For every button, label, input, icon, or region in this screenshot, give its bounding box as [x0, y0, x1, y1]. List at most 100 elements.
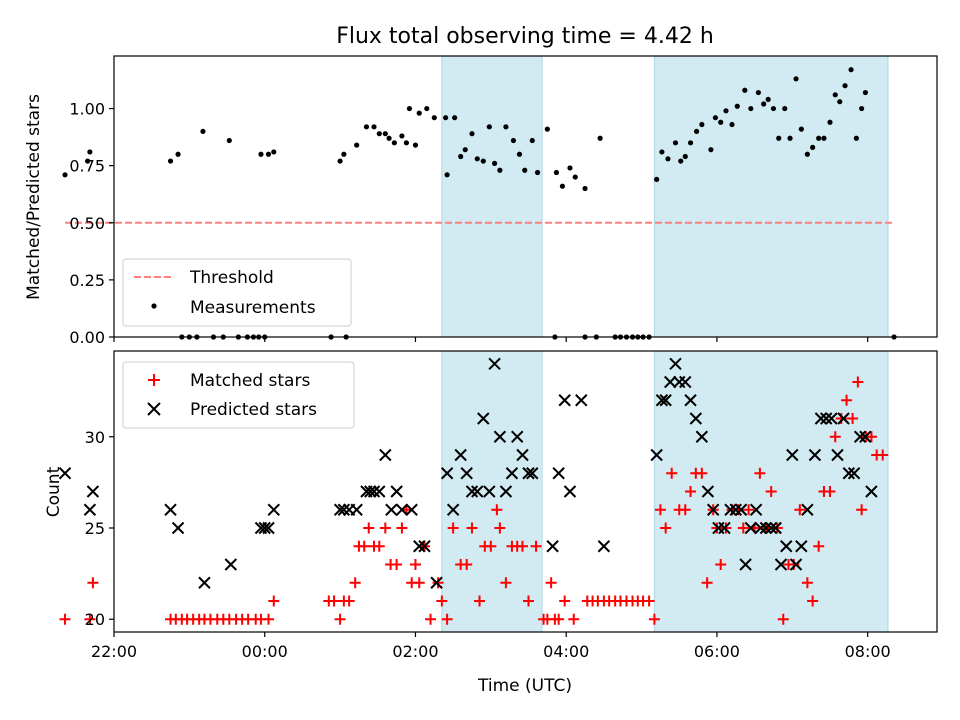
measurements-point	[862, 89, 869, 96]
measurements-point	[226, 137, 232, 144]
measurements-point	[416, 110, 422, 116]
measurements-point	[837, 99, 843, 105]
predicted-stars-point	[86, 485, 100, 498]
predicted-stars-legend-label: Predicted stars	[190, 400, 317, 420]
measurements-point	[443, 115, 449, 121]
matched-stars-point	[59, 613, 71, 625]
matched-stars-point	[720, 522, 732, 534]
matched-stars-point	[268, 595, 280, 607]
measurements-point	[337, 158, 343, 164]
matched-stars-point	[516, 540, 528, 552]
predicted-stars-point	[749, 503, 763, 516]
predicted-stars-point	[801, 503, 814, 516]
predicted-stars-point	[430, 576, 443, 589]
measurements-point	[832, 92, 838, 98]
matched-stars-point	[648, 613, 660, 625]
predicted-stars-point	[701, 485, 715, 498]
matched-stars-point	[559, 595, 571, 607]
measurements-point	[665, 156, 671, 162]
predicted-stars-point	[859, 430, 872, 443]
measurements-point	[798, 126, 804, 132]
bottom-y-tick-label: 30	[85, 428, 105, 447]
matched-stars-point	[409, 558, 421, 570]
x-tick-label: 00:00	[242, 642, 288, 661]
matched-stars-point	[396, 522, 408, 534]
measurements-point	[424, 105, 430, 112]
matched-stars-point	[432, 577, 444, 589]
measurements-point	[516, 151, 523, 157]
matched-stars-point	[358, 540, 370, 552]
predicted-stars-point	[669, 357, 682, 370]
measurements-point	[503, 124, 509, 130]
measurements-point	[474, 156, 480, 162]
measurements-point	[848, 67, 854, 73]
predicted-stars-point	[390, 485, 403, 498]
bottom-axes-frame	[113, 350, 938, 633]
matched-stars-point	[441, 613, 453, 625]
measurements-point	[718, 119, 724, 125]
matched-stars-point	[568, 613, 580, 625]
measurements-point	[742, 87, 748, 93]
matched-stars-point	[801, 577, 813, 589]
x-tick-label: 06:00	[694, 642, 740, 661]
x-axis-label: Time (UTC)	[477, 676, 572, 696]
predicted-stars-point	[695, 430, 709, 443]
matched-stars-point	[84, 613, 96, 625]
measurements-point	[553, 169, 560, 176]
matched-stars-point	[777, 613, 789, 625]
measurements-legend-swatch	[151, 303, 157, 309]
matched-stars-point	[856, 504, 868, 516]
bottom-y-tick-label: 25	[85, 519, 105, 538]
matched-stars-point	[328, 595, 340, 607]
measurements-point	[271, 149, 277, 155]
measurements-point	[729, 121, 735, 128]
predicted-stars-point	[759, 521, 773, 535]
predicted-stars-point	[471, 485, 484, 498]
predicted-stars-point	[465, 485, 479, 498]
x-tick-label: 04:00	[543, 642, 589, 661]
matched-stars-point	[701, 577, 713, 589]
measurements-point	[444, 172, 450, 178]
predicted-stars-point	[659, 394, 672, 407]
matched-stars-point	[500, 577, 512, 589]
measurements-point	[776, 135, 782, 141]
measurements-point	[734, 103, 740, 109]
threshold-legend-label: Threshold	[189, 268, 274, 288]
measurements-point	[804, 151, 810, 157]
matched-stars-point	[696, 467, 708, 479]
matched-stars-point	[824, 486, 836, 497]
measurements-point	[699, 121, 705, 128]
matched-stars-point	[765, 486, 777, 497]
measurements-point	[406, 105, 413, 112]
matched-stars-point	[654, 504, 666, 516]
matched-stars-point	[771, 522, 783, 534]
predicted-stars-point	[724, 503, 737, 516]
measurements-point	[354, 142, 360, 148]
predicted-stars-point	[734, 503, 748, 516]
predicted-stars-point	[385, 503, 398, 516]
matched-stars-point	[523, 595, 535, 607]
ratio-panel: Matched/Predicted stars 0.00 0.25 0.50 0.75…	[24, 55, 938, 347]
bottom-y-axis-label: Count	[44, 466, 64, 517]
measurements-point	[816, 135, 822, 141]
predicted-stars-point	[814, 412, 828, 425]
count-panel: Count 20 25 30 22:00 00:00 02:00 04:00 06:00 08:…	[44, 350, 938, 661]
measurements-point	[682, 153, 688, 160]
measurements-point	[510, 137, 517, 144]
measurements-point	[529, 137, 535, 144]
predicted-stars-point	[413, 540, 426, 553]
measurements-point	[431, 115, 437, 121]
predicted-stars-point	[262, 521, 275, 535]
predicted-stars-point	[853, 430, 867, 443]
matched-stars-point	[474, 595, 486, 607]
matched-stars-point	[263, 613, 275, 625]
top-observing-window-2	[653, 55, 889, 338]
predicted-stars-point	[337, 503, 351, 516]
predicted-stars-point	[552, 467, 565, 480]
predicted-stars-point	[483, 485, 496, 498]
bottom-y-tick-label: 20	[85, 610, 105, 629]
predicted-stars-point	[780, 540, 793, 553]
measurements-point	[782, 105, 788, 112]
measurements-point	[842, 83, 848, 89]
predicted-stars-point	[516, 448, 529, 462]
